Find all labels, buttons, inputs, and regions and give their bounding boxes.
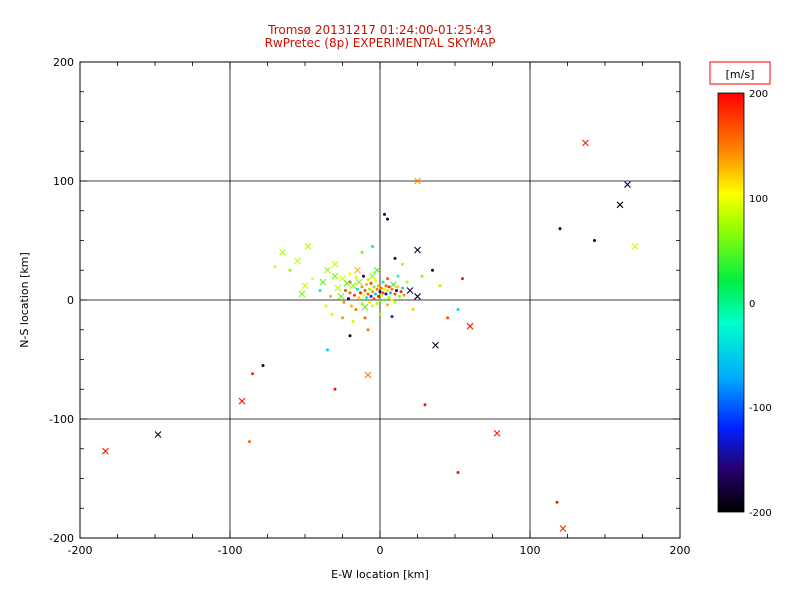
y-tick-label: -200 — [49, 532, 74, 545]
x-axis-label: E-W location [km] — [331, 568, 429, 581]
colorbar-units-label: [m/s] — [726, 68, 755, 81]
colorbar-label-box — [709, 61, 771, 85]
colorbar-tick-label: 100 — [749, 194, 768, 205]
y-tick-label: -100 — [49, 413, 74, 426]
y-axis-label: N-S location [km] — [18, 252, 31, 348]
colorbar-gradient — [717, 92, 745, 513]
colorbar-tick-label: 0 — [749, 299, 755, 310]
x-tick-label: -100 — [218, 544, 243, 557]
colorbar-tick-label: 200 — [749, 89, 768, 100]
colorbar-tick-label: -200 — [749, 508, 772, 519]
y-tick-label: 0 — [67, 294, 74, 307]
y-tick-label: 100 — [53, 175, 74, 188]
y-tick-label: 200 — [53, 56, 74, 69]
x-tick-label: -200 — [68, 544, 93, 557]
x-tick-label: 100 — [520, 544, 541, 557]
colorbar-tick-label: -100 — [749, 403, 772, 414]
x-tick-label: 200 — [670, 544, 691, 557]
x-tick-label: 0 — [377, 544, 384, 557]
scatter-points — [102, 139, 639, 532]
plot-frame — [79, 61, 681, 539]
plot-title: Tromsø 20131217 01:24:00-01:25:43 — [267, 23, 492, 37]
plot-subtitle: RwPretec (8p) EXPERIMENTAL SKYMAP — [265, 36, 496, 50]
